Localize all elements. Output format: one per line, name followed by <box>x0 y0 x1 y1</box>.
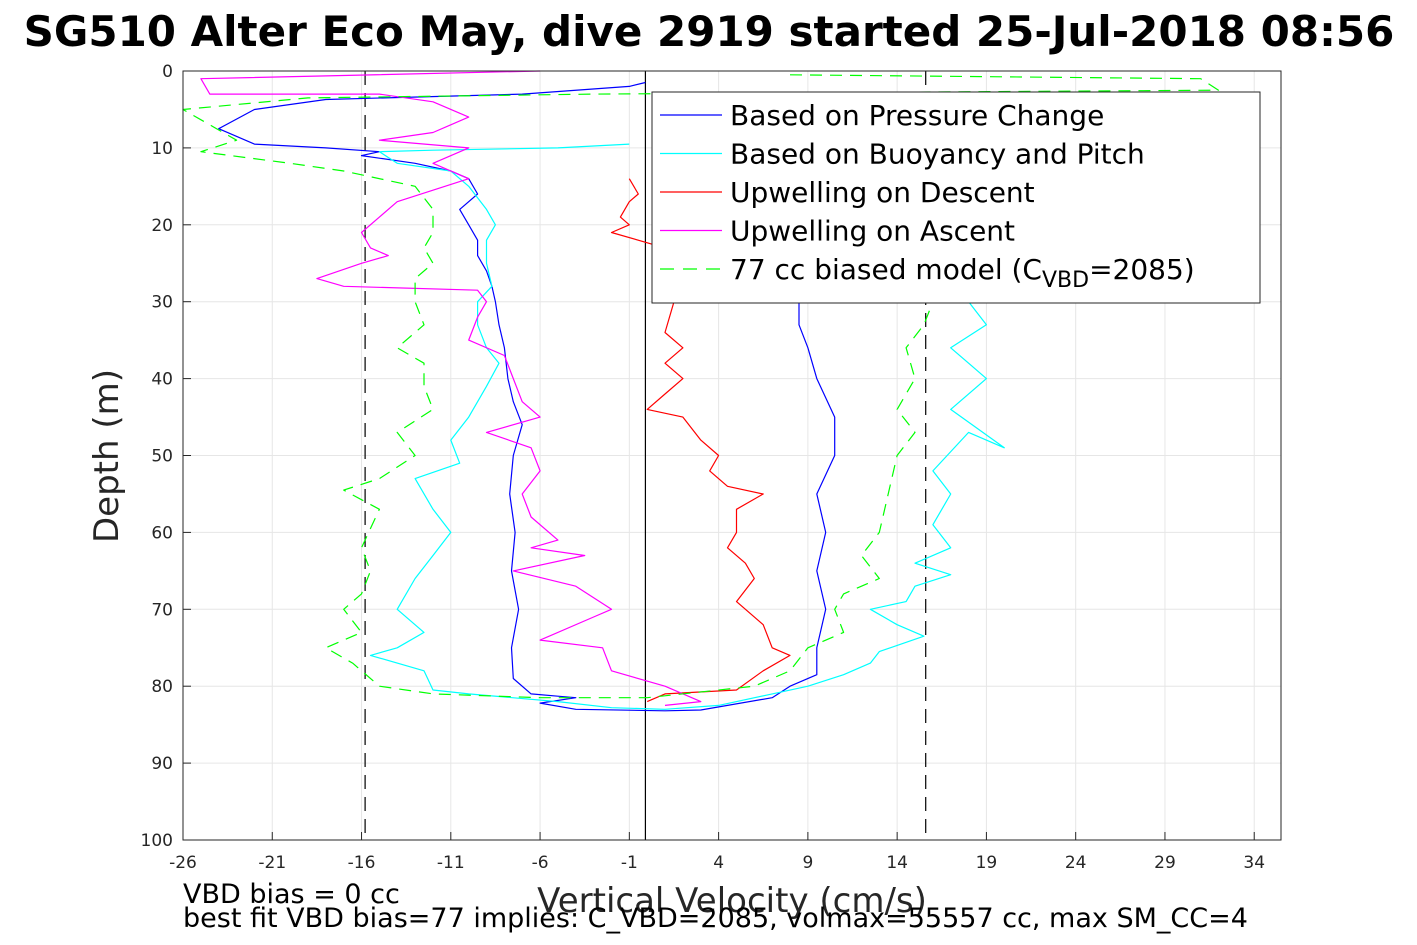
y-tick-label: 10 <box>151 139 173 159</box>
legend-label-tail: =2085) <box>1089 253 1195 286</box>
chart-title: SG510 Alter Eco May, dive 2919 started 2… <box>24 7 1395 56</box>
series-group <box>182 70 1220 712</box>
legend-label-4: 77 cc biased model (CVBD=2085) <box>730 253 1195 293</box>
x-tick-label: 9 <box>802 853 813 873</box>
x-tick-label: -11 <box>437 853 465 873</box>
y-tick-label: 50 <box>151 447 173 467</box>
y-tick-label: 0 <box>162 62 173 82</box>
footer-line-1: VBD bias = 0 cc <box>183 879 400 910</box>
y-tick-label: 100 <box>141 831 173 851</box>
x-tick-label: 19 <box>976 853 998 873</box>
legend-label-0: Based on Pressure Change <box>730 99 1104 132</box>
y-axis-label: Depth (m) <box>87 369 127 543</box>
footer-line-2: best fit VBD bias=77 implies: C_VBD=2085… <box>183 903 1248 934</box>
y-tick-label: 90 <box>151 754 173 774</box>
legend-box <box>651 91 1261 304</box>
x-tick-label: 29 <box>1154 853 1176 873</box>
x-tick-label: 4 <box>713 853 724 873</box>
x-tick-labels: -26 -21 -16 -11 -6 -1 4 9 14 19 24 29 34 <box>169 832 1265 873</box>
series-line-2 <box>610 178 791 703</box>
y-tick-label: 30 <box>151 293 173 313</box>
series-line-1 <box>369 143 1005 710</box>
legend-label-2: Upwelling on Descent <box>730 176 1035 209</box>
y-tick-label: 80 <box>151 677 173 697</box>
x-tick-label: -6 <box>532 853 549 873</box>
x-tick-label: -16 <box>348 853 376 873</box>
reference-lines <box>364 71 927 840</box>
series-line-0 <box>218 81 836 712</box>
x-tick-label: -26 <box>169 853 197 873</box>
x-axis-label: Vertical Velocity (cm/s) <box>537 881 927 921</box>
legend-label-main: 77 cc biased model (C <box>730 253 1042 286</box>
series-line-3 <box>200 70 702 706</box>
x-tick-label: -21 <box>258 853 286 873</box>
x-tick-label: 24 <box>1065 853 1087 873</box>
x-tick-label: -1 <box>621 853 638 873</box>
y-tick-label: 60 <box>151 523 173 543</box>
x-tick-label: 34 <box>1243 853 1265 873</box>
x-tick-label: 14 <box>886 853 908 873</box>
y-tick-label: 20 <box>151 216 173 236</box>
legend-label-subscript: VBD <box>1042 268 1089 293</box>
legend: Based on Pressure Change Based on Buoyanc… <box>651 91 1261 304</box>
series-line-4 <box>182 74 1220 699</box>
legend-label-1: Based on Buoyancy and Pitch <box>730 138 1145 171</box>
y-tick-label: 70 <box>151 600 173 620</box>
legend-label-3: Upwelling on Ascent <box>730 215 1015 248</box>
y-tick-labels: 0 10 20 30 40 50 60 70 80 90 100 <box>141 62 191 851</box>
y-tick-label: 40 <box>151 370 173 390</box>
